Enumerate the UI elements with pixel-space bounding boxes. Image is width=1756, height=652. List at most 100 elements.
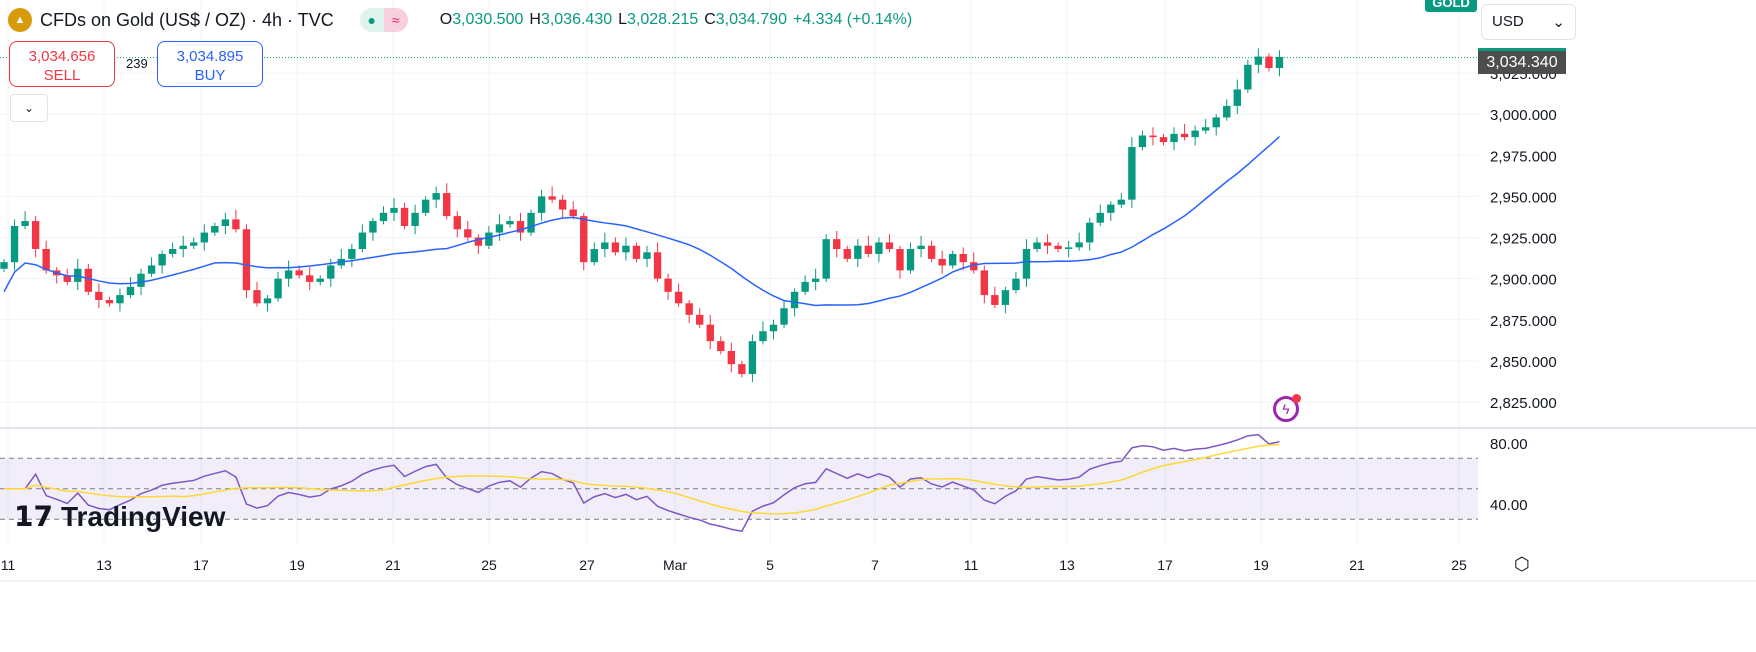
candle <box>1191 130 1199 138</box>
time-tick-label: 13 <box>96 557 112 573</box>
candle <box>696 314 704 325</box>
candle <box>611 242 620 253</box>
candle <box>927 245 936 259</box>
market-status[interactable]: ● ≈ <box>359 8 408 32</box>
candle <box>1107 204 1115 213</box>
candle <box>21 221 29 226</box>
market-open-icon: ● <box>359 8 384 32</box>
candle <box>516 221 525 233</box>
candle <box>485 232 493 246</box>
candle <box>811 278 820 282</box>
candle <box>295 270 303 276</box>
candle <box>769 324 778 332</box>
candle <box>1180 133 1189 138</box>
candle <box>601 242 609 250</box>
candle <box>527 212 535 233</box>
candle <box>674 291 683 304</box>
candle <box>938 258 946 266</box>
symbol-title[interactable]: CFDs on Gold (US$ / OZ) · 4h · TVC <box>40 9 334 30</box>
candle <box>190 242 198 246</box>
candle <box>464 229 472 238</box>
candle <box>1159 137 1168 143</box>
candle <box>1001 290 1010 305</box>
candle <box>653 252 662 279</box>
candle <box>411 212 419 226</box>
candle <box>991 295 999 305</box>
candle <box>316 278 324 282</box>
candle <box>1033 242 1041 250</box>
candle <box>970 262 978 271</box>
currency-select[interactable]: USD ⌄ <box>1481 4 1576 40</box>
time-tick-label: 7 <box>871 557 879 573</box>
settings-icon[interactable]: ⬡ <box>1514 554 1530 574</box>
candle <box>495 224 504 233</box>
time-tick-label: 19 <box>289 557 305 573</box>
candle <box>84 268 93 292</box>
candle <box>126 286 135 296</box>
candle <box>179 245 187 250</box>
candle <box>580 216 588 263</box>
candle <box>980 270 989 296</box>
candle <box>843 249 851 259</box>
candle <box>896 249 904 271</box>
moving-average-line <box>3 136 1280 307</box>
candle <box>400 207 409 226</box>
rsi-line <box>4 433 1280 533</box>
ohlc-values: O3,030.500 H3,036.430 L3,028.215 C3,034.… <box>439 11 913 28</box>
sell-button[interactable]: 3,034.656 SELL <box>9 41 115 87</box>
spread-value: 239 <box>126 56 148 71</box>
candle <box>1275 56 1284 69</box>
candle <box>274 278 282 299</box>
candle <box>358 232 367 250</box>
candle <box>833 239 841 250</box>
time-tick-label: 5 <box>766 557 774 573</box>
candle <box>105 300 114 304</box>
candle <box>1022 249 1031 279</box>
chevron-down-icon: ⌄ <box>1552 14 1565 31</box>
time-tick-label: Mar <box>663 557 687 573</box>
candle <box>327 265 335 279</box>
candle <box>664 278 672 292</box>
candle <box>10 225 19 263</box>
time-tick-label: 19 <box>1253 557 1269 573</box>
candle <box>1096 212 1104 223</box>
tradingview-logo: 𝟭𝟳 TradingView <box>14 500 226 533</box>
candle <box>369 221 377 233</box>
candle <box>1075 242 1083 248</box>
candle <box>1233 89 1241 106</box>
candle <box>95 291 103 301</box>
candle <box>1265 56 1273 69</box>
candle <box>158 253 166 266</box>
price-tick-label: 2,975.000 <box>1490 148 1557 165</box>
candle <box>643 252 651 259</box>
time-tick-label: 27 <box>579 557 595 573</box>
buy-button[interactable]: 3,034.895 BUY <box>157 41 263 87</box>
candle <box>1064 247 1073 250</box>
price-tick-label: 2,900.000 <box>1490 272 1557 289</box>
candle <box>1223 105 1231 118</box>
candle <box>242 229 251 291</box>
delayed-data-icon: ≈ <box>383 8 408 32</box>
rsi-ma-line <box>4 443 1280 515</box>
candle <box>875 242 883 254</box>
collapse-button[interactable]: ⌄ <box>10 94 48 122</box>
candle <box>759 331 767 342</box>
candle <box>685 303 693 315</box>
candle <box>948 253 957 266</box>
candle <box>917 245 925 250</box>
candle <box>717 341 725 352</box>
candle <box>137 273 145 287</box>
lightning-alert-icon[interactable]: ϟ <box>1273 394 1301 422</box>
price-tick-label: 2,925.000 <box>1490 231 1557 248</box>
candle <box>1244 64 1252 90</box>
candle <box>1254 56 1263 65</box>
candle <box>738 364 746 375</box>
candle <box>790 291 799 309</box>
candle <box>421 199 430 213</box>
price-tick-label: 2,850.000 <box>1490 354 1557 371</box>
candle <box>906 249 915 271</box>
candle <box>1054 245 1062 250</box>
candle <box>1149 135 1157 138</box>
candle <box>1086 222 1094 243</box>
